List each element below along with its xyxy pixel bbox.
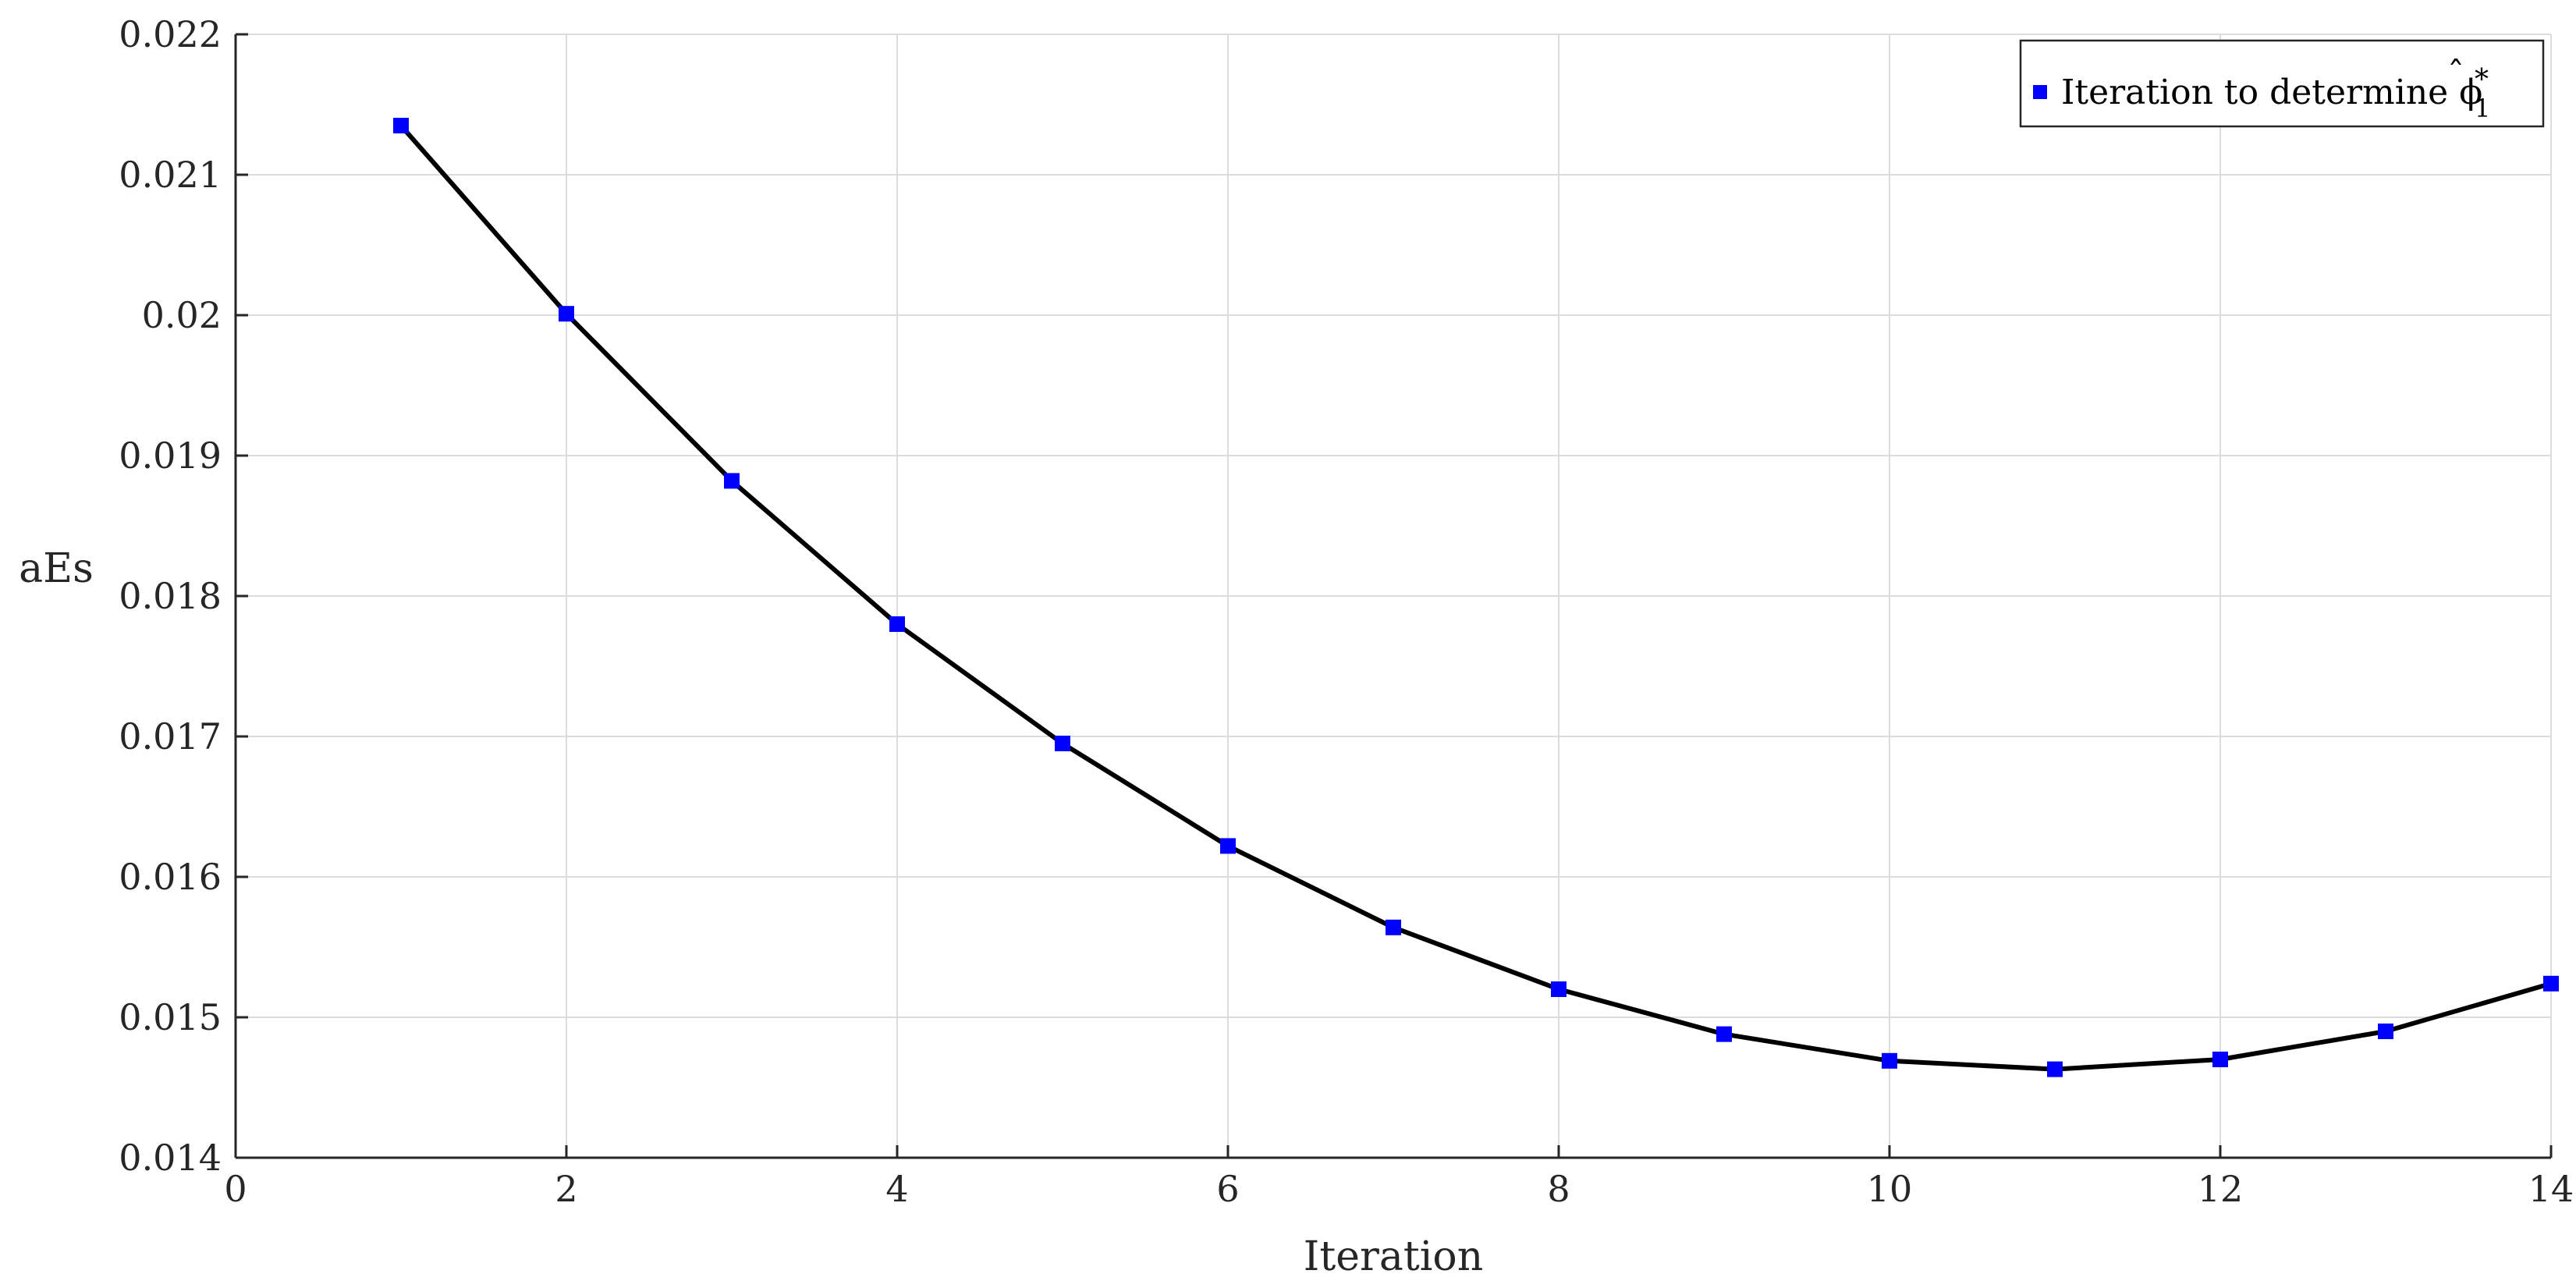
- x-axis-title: Iteration: [1304, 1233, 1483, 1280]
- y-tick-label: 0.016: [119, 856, 222, 898]
- data-point-marker: [2543, 975, 2559, 992]
- x-tick-label: 2: [555, 1168, 577, 1210]
- x-tick-label: 12: [2198, 1168, 2244, 1210]
- legend-label: Iteration to determine ϕ: [2061, 73, 2482, 112]
- x-tick-label: 14: [2528, 1168, 2574, 1210]
- y-tick-label: 0.014: [119, 1137, 222, 1179]
- y-tick-label: 0.017: [119, 715, 222, 758]
- y-tick-label: 0.021: [119, 154, 222, 196]
- data-point-marker: [1386, 919, 1401, 935]
- data-point-marker: [2212, 1052, 2228, 1067]
- series-line: [399, 124, 2552, 1072]
- data-point-marker: [559, 306, 574, 322]
- x-tick-label: 8: [1547, 1168, 1570, 1210]
- data-point-marker: [2378, 1024, 2393, 1039]
- y-tick-labels: 0.014 0.015 0.016 0.017 0.018 0.019 0.02 0.021 0…: [119, 13, 222, 1179]
- x-tick-labels: 0 2 4 6 8 10 12 14: [224, 1168, 2574, 1210]
- y-tick-label: 0.015: [119, 996, 222, 1038]
- legend-phi-symbol: ϕ: [2459, 73, 2482, 112]
- legend-superscript: *: [2475, 64, 2489, 96]
- legend-subscript: 1: [2475, 94, 2490, 123]
- data-point-marker: [2047, 1061, 2063, 1077]
- y-axis-title: aEs: [19, 545, 94, 592]
- data-point-marker: [889, 616, 905, 632]
- legend-hat-mark: ˆ: [2447, 55, 2464, 94]
- y-tick-label: 0.022: [119, 13, 222, 55]
- data-point-marker: [724, 473, 740, 489]
- data-point-marker: [1220, 838, 1236, 854]
- y-tick-label: 0.019: [119, 435, 222, 477]
- x-tick-label: 10: [1867, 1168, 1913, 1210]
- y-tick-label: 0.02: [142, 294, 222, 336]
- data-point-marker: [393, 118, 409, 133]
- series-aes: [393, 118, 2559, 1077]
- axes: [234, 33, 2553, 1159]
- legend-marker: [2033, 85, 2047, 99]
- data-point-marker: [1882, 1052, 1897, 1069]
- x-tick-label: 4: [885, 1168, 908, 1210]
- data-point-marker: [1716, 1026, 1732, 1042]
- x-tick-label: 6: [1216, 1168, 1239, 1210]
- y-tick-label: 0.018: [119, 575, 222, 617]
- data-point-marker: [1055, 736, 1070, 751]
- x-tick-label: 0: [224, 1168, 247, 1210]
- legend: Iteration to determine ϕ ˆ * 1: [2019, 39, 2545, 128]
- legend-box: [2019, 39, 2545, 128]
- data-point-marker: [1551, 981, 1567, 997]
- legend-text: Iteration to determine: [2061, 73, 2459, 112]
